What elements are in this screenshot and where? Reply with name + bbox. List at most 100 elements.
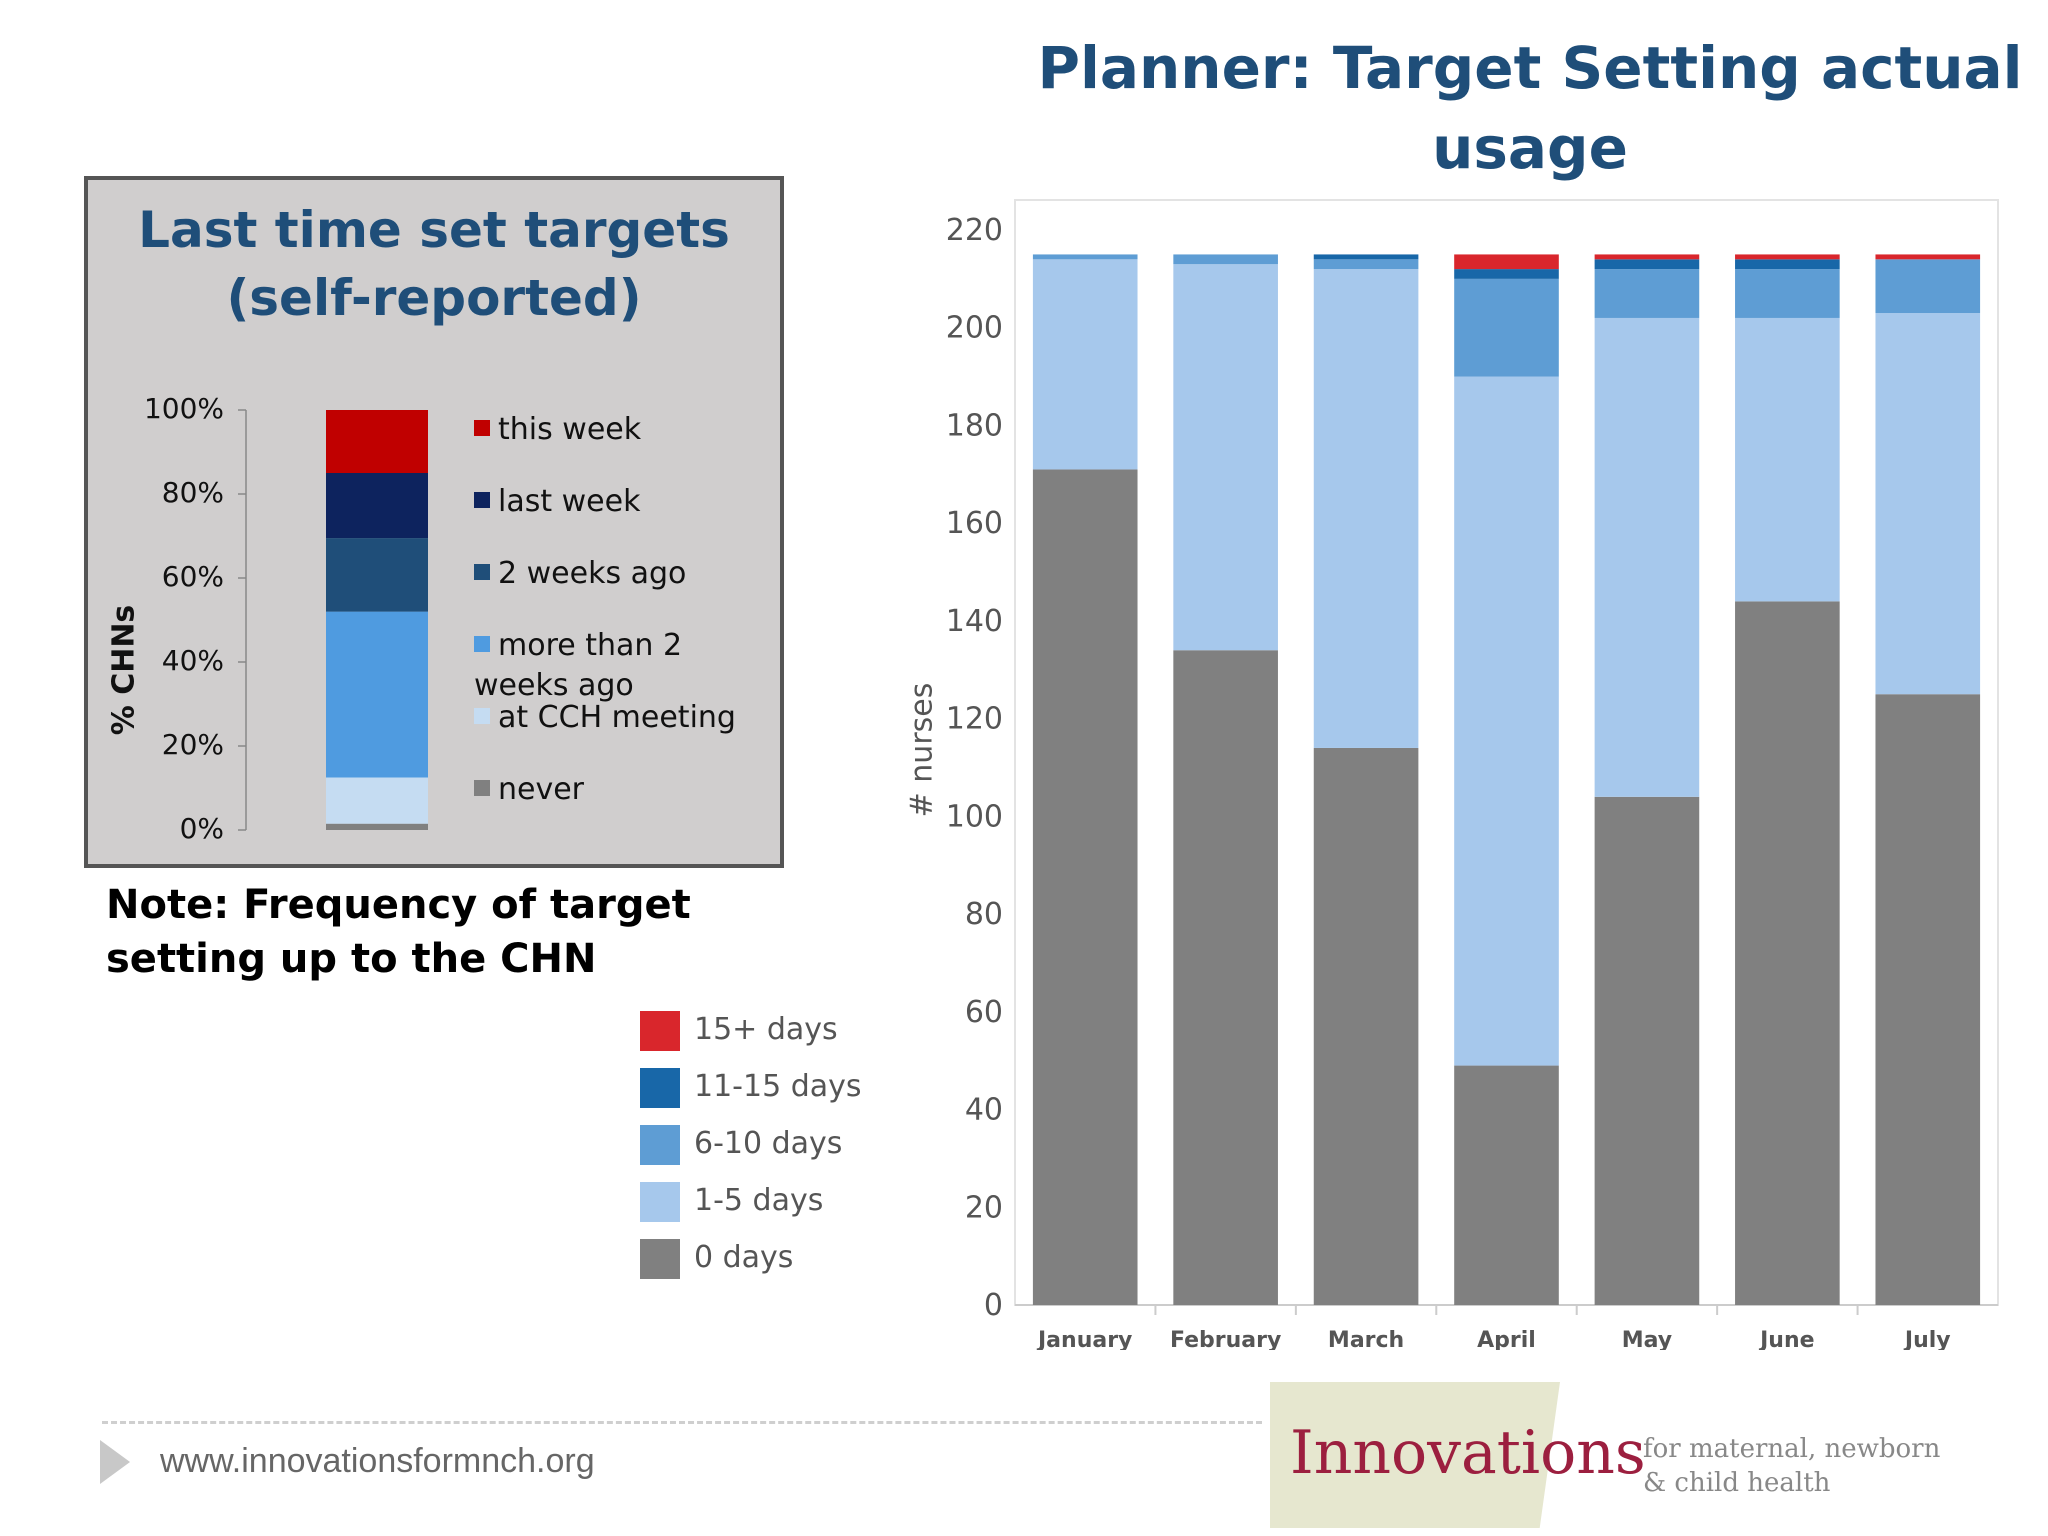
usage-bar-january-6-10-days — [1032, 254, 1138, 260]
usage-legend-item: 15+ days — [640, 1010, 838, 1051]
self-reported-legend-item: 2 weeks ago — [474, 554, 784, 594]
self-reported-y-tick-label: 0% — [179, 812, 224, 845]
self-reported-bar-this-week — [326, 410, 428, 473]
usage-bar-april-1-5-days — [1454, 376, 1559, 1066]
usage-bar-may-6-10-days — [1594, 269, 1700, 318]
usage-y-tick-label: 180 — [946, 408, 1003, 443]
self-reported-bar-more-than-2-weeks-ago — [326, 611, 428, 778]
self-reported-legend-item: more than 2 weeks ago — [474, 626, 784, 706]
usage-bar-january-0-days — [1032, 469, 1138, 1305]
usage-bar-april-15-days — [1454, 254, 1559, 270]
usage-x-tick-label: April — [1477, 1328, 1536, 1350]
usage-y-tick-label: 100 — [946, 799, 1003, 834]
footer-divider — [102, 1421, 1262, 1424]
legend-swatch — [640, 1067, 680, 1108]
usage-bar-may-0-days — [1594, 796, 1700, 1305]
legend-swatch — [474, 419, 490, 436]
legend-label: last week — [498, 484, 641, 519]
main-title-line-1: Planner: Target Setting actual — [1037, 34, 2023, 102]
self-reported-y-tick-label: 40% — [161, 644, 224, 677]
self-reported-y-tick-label: 80% — [161, 476, 224, 509]
usage-bar-january-1-5-days — [1032, 259, 1138, 470]
legend-label: more than 2 weeks ago — [474, 628, 683, 703]
legend-label: 2 weeks ago — [498, 556, 687, 591]
legend-swatch — [640, 1181, 680, 1222]
self-reported-y-tick-label: 100% — [143, 392, 224, 425]
usage-y-tick-label: 40 — [965, 1093, 1003, 1128]
usage-bar-march-0-days — [1313, 747, 1419, 1305]
legend-label: 6-10 days — [694, 1126, 843, 1161]
usage-bar-february-1-5-days — [1173, 264, 1278, 651]
usage-y-tick-label: 200 — [946, 311, 1003, 346]
self-reported-bar-2-weeks-ago — [326, 538, 428, 612]
legend-swatch — [474, 635, 490, 652]
usage-bar-june-11-15-days — [1735, 259, 1840, 270]
usage-y-tick-label: 0 — [984, 1288, 1003, 1323]
legend-label: 11-15 days — [694, 1069, 862, 1104]
usage-x-tick-label: June — [1758, 1328, 1814, 1350]
usage-bar-march-11-15-days — [1313, 254, 1419, 260]
usage-bar-april-0-days — [1454, 1065, 1559, 1305]
usage-bar-april-6-10-days — [1454, 278, 1559, 377]
legend-swatch — [474, 563, 490, 580]
usage-bar-march-1-5-days — [1313, 269, 1419, 748]
legend-swatch — [474, 779, 490, 796]
main-title: Planner: Target Setting actual usage — [1010, 28, 2048, 188]
usage-y-tick-label: 20 — [965, 1190, 1003, 1225]
self-reported-legend-item: this week — [474, 410, 784, 450]
legend-label: 15+ days — [694, 1012, 838, 1047]
usage-bar-june-0-days — [1735, 601, 1840, 1305]
note-text: Note: Frequency of target setting up to … — [106, 878, 726, 986]
innovations-logo: Innovations — [1290, 1418, 1646, 1488]
self-reported-title-line-1: Last time set targets — [138, 201, 730, 259]
legend-label: 0 days — [694, 1240, 794, 1275]
usage-bar-july-6-10-days — [1875, 259, 1981, 314]
legend-swatch — [474, 491, 490, 508]
legend-swatch — [640, 1124, 680, 1165]
usage-legend-item: 1-5 days — [640, 1181, 823, 1222]
usage-y-tick-label: 140 — [946, 604, 1003, 639]
self-reported-legend-item: last week — [474, 482, 784, 522]
usage-x-tick-label: February — [1170, 1328, 1281, 1350]
usage-bar-june-15-days — [1735, 254, 1840, 260]
self-reported-title-line-2: (self-reported) — [226, 269, 642, 327]
logo-tagline-line-2: & child health — [1643, 1468, 1831, 1498]
usage-bar-june-6-10-days — [1735, 269, 1840, 318]
usage-bar-march-6-10-days — [1313, 259, 1419, 270]
usage-bar-june-1-5-days — [1735, 317, 1840, 602]
usage-y-tick-label: 160 — [946, 506, 1003, 541]
usage-y-axis-label: # nurses — [904, 682, 940, 818]
legend-swatch — [474, 707, 490, 724]
logo-tagline: for maternal, newborn & child health — [1643, 1432, 1940, 1500]
usage-bar-july-1-5-days — [1875, 313, 1981, 695]
usage-bar-may-11-15-days — [1594, 259, 1700, 270]
usage-bar-april-11-15-days — [1454, 269, 1559, 279]
self-reported-bar-never — [326, 823, 428, 830]
self-reported-chart-svg — [238, 409, 428, 831]
usage-x-tick-label: July — [1903, 1328, 1951, 1350]
self-reported-bar-last-week — [326, 473, 428, 539]
usage-bar-february-6-10-days — [1173, 254, 1278, 265]
legend-label: at CCH meeting — [498, 700, 736, 735]
usage-legend-item: 11-15 days — [640, 1067, 862, 1108]
usage-bar-july-15-days — [1875, 254, 1981, 260]
usage-bar-july-0-days — [1875, 694, 1981, 1305]
legend-label: this week — [498, 412, 642, 447]
usage-bar-may-1-5-days — [1594, 317, 1700, 797]
legend-label: 1-5 days — [694, 1183, 824, 1218]
usage-x-tick-label: May — [1622, 1328, 1672, 1350]
note-line-1: Note: Frequency of target — [106, 882, 691, 928]
self-reported-legend-item: never — [474, 770, 784, 810]
legend-swatch — [640, 1010, 680, 1051]
usage-legend-item: 6-10 days — [640, 1124, 842, 1165]
usage-y-tick-label: 120 — [946, 702, 1003, 737]
legend-swatch — [640, 1238, 680, 1279]
usage-bar-may-15-days — [1594, 254, 1700, 260]
self-reported-y-tick-label: 60% — [161, 560, 224, 593]
footer-url-link[interactable]: www.innovationsformnch.org — [160, 1442, 595, 1480]
self-reported-chart-panel: Last time set targets (self-reported) % … — [84, 176, 784, 868]
self-reported-bar-at-cch-meeting — [326, 777, 428, 824]
usage-y-tick-label: 80 — [965, 897, 1003, 932]
usage-x-tick-label: January — [1036, 1328, 1132, 1350]
usage-y-tick-label: 220 — [946, 213, 1003, 248]
